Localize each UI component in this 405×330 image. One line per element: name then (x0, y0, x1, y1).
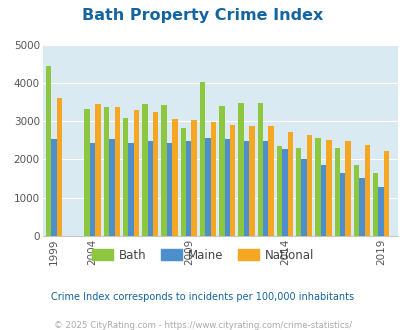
Bar (199, 82, 205, 236)
Bar (133, 111, 139, 236)
Bar (56, 98, 62, 236)
Bar (334, 148, 339, 236)
Bar (268, 126, 273, 236)
Bar (243, 141, 249, 236)
Bar (249, 126, 254, 236)
Bar (210, 122, 215, 236)
Bar (128, 143, 133, 236)
Bar (301, 159, 306, 236)
Bar (46, 66, 51, 236)
Bar (180, 128, 185, 236)
Bar (95, 104, 100, 236)
Bar (90, 143, 95, 236)
Bar (191, 120, 196, 236)
Bar (109, 140, 114, 236)
Bar (142, 104, 147, 236)
Bar (166, 143, 172, 236)
Bar (123, 118, 128, 236)
Bar (320, 165, 325, 236)
Bar (172, 119, 177, 236)
Bar (306, 135, 311, 236)
Bar (153, 112, 158, 236)
Bar (114, 107, 120, 236)
Bar (238, 103, 243, 236)
Bar (51, 139, 56, 236)
Bar (224, 140, 229, 236)
Legend: Bath, Maine, National: Bath, Maine, National (87, 244, 318, 266)
Bar (229, 124, 235, 236)
Bar (185, 141, 191, 236)
Bar (315, 138, 320, 236)
Bar (161, 105, 166, 236)
Bar (345, 141, 350, 236)
Text: Crime Index corresponds to incidents per 100,000 inhabitants: Crime Index corresponds to incidents per… (51, 292, 354, 302)
Bar (205, 138, 210, 236)
Bar (281, 149, 287, 236)
Bar (377, 187, 383, 236)
Bar (257, 103, 262, 236)
Bar (353, 165, 358, 236)
Bar (358, 178, 364, 236)
Text: © 2025 CityRating.com - https://www.cityrating.com/crime-statistics/: © 2025 CityRating.com - https://www.city… (54, 321, 351, 330)
Bar (325, 140, 331, 236)
Bar (103, 107, 109, 236)
Bar (364, 145, 369, 236)
Bar (147, 141, 153, 236)
Bar (339, 173, 345, 236)
Bar (287, 132, 292, 236)
Bar (219, 106, 224, 236)
Bar (383, 151, 388, 236)
Bar (276, 146, 281, 236)
Bar (372, 173, 377, 236)
Bar (84, 109, 90, 236)
Bar (262, 141, 268, 236)
Text: Bath Property Crime Index: Bath Property Crime Index (82, 8, 323, 23)
Bar (295, 148, 301, 236)
